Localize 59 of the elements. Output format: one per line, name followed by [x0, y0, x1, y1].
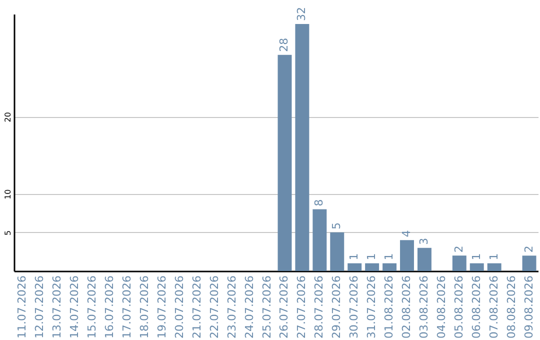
bar — [470, 263, 484, 271]
x-tick-label: 30.07.2026 — [348, 276, 361, 338]
x-tick-label: 11.07.2026 — [16, 276, 29, 338]
data-label: 28 — [278, 38, 291, 52]
x-tick-label: 01.08.2026 — [382, 276, 396, 338]
x-tick-label: 15.07.2026 — [86, 276, 99, 338]
bar — [522, 256, 536, 271]
bar — [452, 256, 466, 271]
bar — [348, 263, 362, 271]
x-tick-label: 24.07.2026 — [242, 276, 256, 338]
x-tick-label: 22.07.2026 — [208, 276, 221, 338]
x-tick-label: 28.07.2026 — [312, 276, 326, 338]
data-label: 2 — [452, 246, 466, 253]
x-tick-label: 27.07.2026 — [295, 276, 308, 338]
data-label: 1 — [470, 253, 483, 260]
x-tick-label: 31.07.2026 — [365, 276, 378, 338]
x-tick-label: 21.07.2026 — [190, 276, 204, 338]
bar — [417, 248, 432, 271]
x-tick-label: 29.07.2026 — [330, 276, 344, 338]
data-label: 2 — [522, 246, 536, 253]
x-tick-label: 07.08.2026 — [487, 276, 500, 338]
x-tick-label: 02.08.2026 — [400, 276, 413, 338]
x-tick-label: 17.07.2026 — [120, 276, 134, 338]
x-tick-label: 08.08.2026 — [504, 276, 518, 338]
bar — [278, 54, 292, 271]
bar — [400, 240, 414, 271]
x-tick-label: 05.08.2026 — [452, 276, 466, 338]
x-tick-label: 03.08.2026 — [417, 276, 430, 338]
x-tick-label: 19.07.2026 — [155, 276, 168, 338]
data-label: 1 — [382, 253, 396, 260]
bar — [382, 263, 397, 271]
y-tick-label: 20 — [4, 112, 12, 122]
data-label: 8 — [312, 199, 326, 206]
x-tick-label: 16.07.2026 — [103, 276, 116, 338]
x-tick-label: 04.08.2026 — [434, 276, 448, 338]
bar — [295, 24, 310, 271]
x-tick-label: 25.07.2026 — [260, 276, 274, 338]
data-label: 32 — [295, 7, 308, 22]
y-tick-label: 10 — [4, 189, 12, 200]
data-label: 1 — [348, 253, 361, 260]
y-tick-label: 5 — [4, 230, 12, 236]
data-label: 3 — [417, 238, 430, 245]
bar — [330, 232, 344, 271]
bar — [487, 263, 502, 271]
bar — [312, 209, 327, 271]
x-tick-label: 14.07.2026 — [68, 276, 82, 338]
data-label: 5 — [330, 222, 344, 230]
x-tick-label: 20.07.2026 — [172, 276, 186, 338]
x-tick-label: 06.08.2026 — [470, 276, 483, 338]
data-label: 4 — [400, 230, 413, 238]
data-label: 1 — [487, 253, 500, 260]
bar — [365, 263, 380, 271]
x-tick-label: 13.07.2026 — [50, 276, 64, 338]
x-tick-label: 18.07.2026 — [138, 276, 151, 338]
x-tick-label: 12.07.2026 — [33, 276, 46, 338]
x-tick-label: 23.07.2026 — [225, 276, 238, 338]
x-tick-label: 26.07.2026 — [278, 276, 291, 338]
x-tick-label: 09.08.2026 — [522, 276, 536, 338]
data-label: 1 — [365, 253, 378, 260]
